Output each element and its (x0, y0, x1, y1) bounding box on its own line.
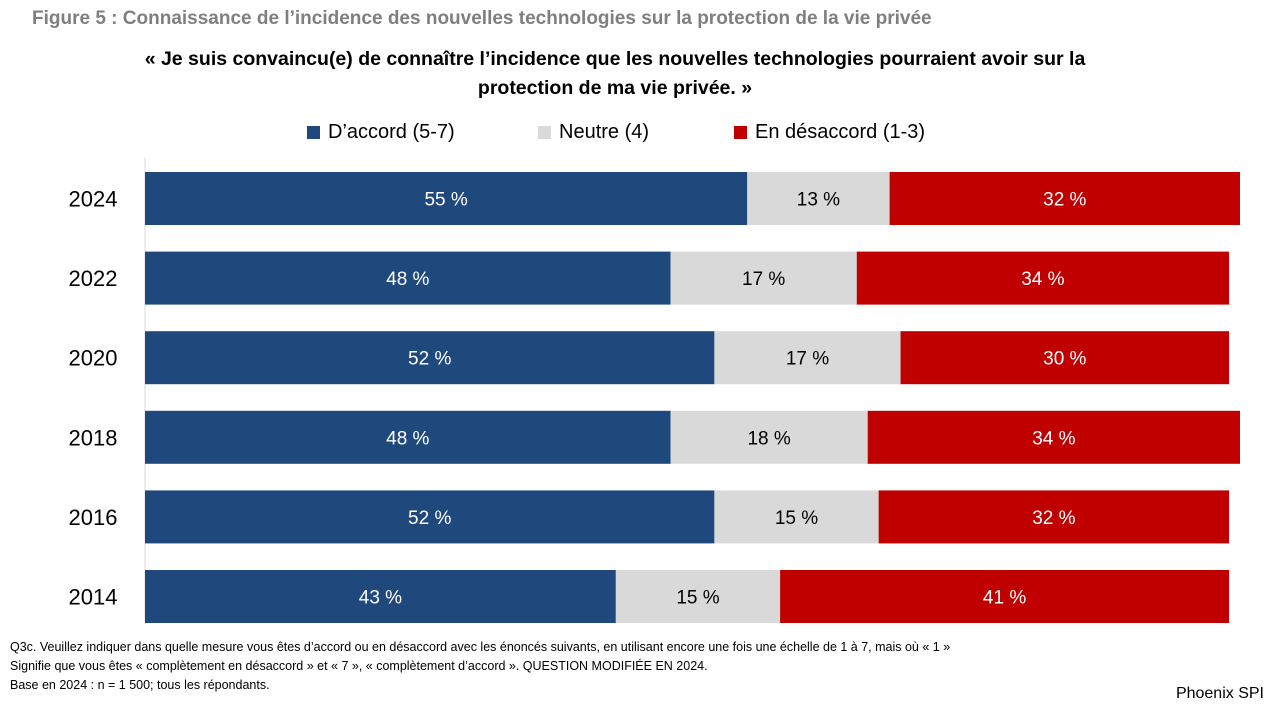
data-label-2024-series-1: 13 % (797, 190, 840, 211)
legend-swatch-neutral (538, 126, 551, 139)
data-label-2018-series-0: 48 % (386, 428, 429, 449)
data-label-2014-series-0: 43 % (359, 588, 402, 609)
data-label-2022-series-0: 48 % (386, 269, 429, 290)
legend-label-neutral: Neutre (4) (559, 121, 650, 143)
year-label-2014: 2014 (69, 585, 118, 610)
legend-item-disagree: En désaccord (1-3) (734, 121, 925, 144)
legend-swatch-agree (307, 126, 320, 139)
question-line-1: « Je suis convaincu(e) de connaître l’in… (144, 48, 1086, 70)
note-line-1: Q3c. Veuillez indiquer dans quelle mesur… (10, 640, 951, 654)
data-label-2014-series-2: 41 % (983, 588, 1026, 609)
year-label-2016: 2016 (69, 505, 118, 530)
legend-item-agree: D’accord (5-7) (307, 121, 455, 144)
data-label-2020-series-0: 52 % (408, 349, 451, 370)
legend-item-neutral: Neutre (4) (538, 121, 649, 144)
year-label-2020: 2020 (69, 346, 118, 371)
bar-2016-series-2 (878, 490, 1230, 544)
data-label-2014-series-1: 15 % (676, 588, 719, 609)
question-line-2: protection de ma vie privée. » (477, 77, 753, 99)
bar-2016-series-1 (714, 490, 879, 544)
data-label-2022-series-1: 17 % (742, 269, 785, 290)
bar-2022-series-1 (670, 251, 857, 305)
bar-2016-series-0 (145, 490, 715, 544)
legend-label-disagree: En désaccord (1-3) (755, 121, 926, 143)
legend-swatch-disagree (734, 126, 747, 139)
bar-2018-series-2 (867, 410, 1240, 464)
chart-question: « Je suis convaincu(e) de connaître l’in… (80, 45, 1150, 103)
bar-2020-series-0 (145, 331, 715, 385)
data-label-2016-series-2: 32 % (1032, 508, 1075, 529)
bar-2022-series-2 (856, 251, 1230, 305)
data-label-2016-series-0: 52 % (408, 508, 451, 529)
year-label-2018: 2018 (69, 425, 118, 450)
data-label-2016-series-1: 15 % (775, 508, 818, 529)
bar-2024-series-2 (889, 172, 1240, 225)
data-label-2018-series-1: 18 % (747, 428, 790, 449)
year-label-2024: 2024 (69, 187, 118, 212)
brand-label: Phoenix SPI (1175, 685, 1264, 702)
note-line-3: Base en 2024 : n = 1 500; tous les répon… (10, 678, 270, 692)
data-label-2018-series-2: 34 % (1032, 428, 1075, 449)
legend-label-agree: D’accord (5-7) (328, 121, 455, 143)
data-label-2024-series-0: 55 % (424, 190, 467, 211)
bar-2018-series-0 (145, 410, 671, 464)
bar-2014-series-1 (615, 570, 781, 623)
data-label-2020-series-1: 17 % (786, 349, 829, 370)
bar-2024-series-1 (747, 172, 890, 225)
data-label-2022-series-2: 34 % (1021, 269, 1064, 290)
bar-2014-series-2 (780, 570, 1230, 623)
chart-notes: Q3c. Veuillez indiquer dans quelle mesur… (10, 638, 1140, 695)
year-label-2022: 2022 (69, 266, 118, 291)
data-label-2020-series-2: 30 % (1043, 349, 1086, 370)
bar-2020-series-1 (714, 331, 901, 385)
bar-2020-series-2 (900, 331, 1230, 385)
bar-2022-series-0 (145, 251, 671, 305)
bar-2018-series-1 (670, 410, 868, 464)
figure-title: Figure 5 : Connaissance de l’incidence d… (32, 8, 932, 29)
note-line-2: Signifie que vous êtes « complètement en… (10, 659, 708, 673)
bar-2024-series-0 (145, 172, 748, 225)
chart-legend: D’accord (5-7) Neutre (4) En désaccord (… (0, 121, 1280, 147)
data-label-2024-series-2: 32 % (1043, 190, 1086, 211)
bar-2014-series-0 (145, 570, 616, 623)
